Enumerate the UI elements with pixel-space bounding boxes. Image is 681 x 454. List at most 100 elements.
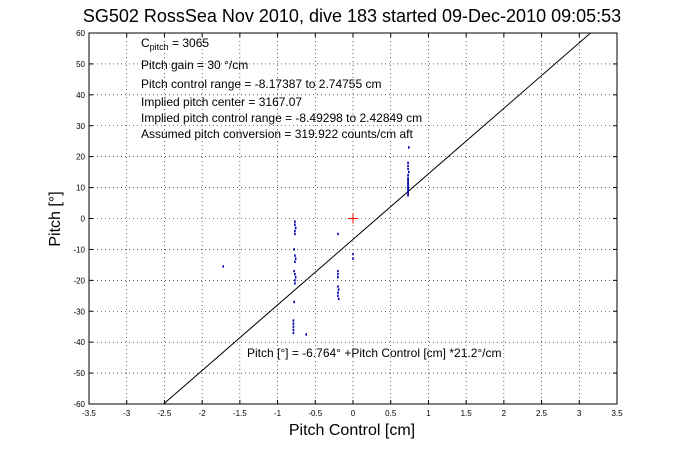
info-implied-pitch-control-range: Implied pitch control range = -8.49298 t… — [141, 111, 422, 125]
data-point — [407, 191, 409, 194]
data-point — [337, 276, 339, 279]
fit-line — [163, 32, 591, 405]
data-point — [408, 146, 410, 149]
data-point — [407, 161, 409, 165]
x-tick-label: -2.5 — [158, 409, 172, 418]
y-tick-label: 30 — [76, 122, 85, 131]
x-tick-label: -1.5 — [233, 409, 247, 418]
data-point — [294, 257, 297, 260]
data-point — [407, 167, 409, 171]
data-point — [407, 181, 409, 185]
x-tick-label: 2 — [502, 409, 507, 418]
x-tick-label: 1 — [426, 409, 431, 418]
data-point — [293, 248, 295, 251]
data-point — [407, 192, 409, 195]
data-point — [407, 180, 409, 183]
x-tick-label: 0.5 — [385, 409, 397, 418]
data-point — [294, 229, 296, 233]
x-tick-label: -3.5 — [82, 409, 96, 418]
data-point — [407, 187, 409, 191]
center-marker-layer — [348, 213, 358, 224]
data-point — [292, 331, 295, 335]
data-point — [407, 184, 409, 188]
data-point — [407, 164, 409, 168]
data-point — [337, 297, 340, 301]
data-point — [294, 223, 296, 226]
y-tick-label: 20 — [76, 153, 85, 162]
x-tick-label: -2 — [199, 409, 207, 418]
x-tick-label: -3 — [123, 409, 131, 418]
data-point — [294, 282, 296, 285]
x-tick-label: 3.5 — [611, 409, 623, 418]
data-point — [294, 254, 296, 257]
y-tick-label: 60 — [76, 29, 85, 38]
y-tick-label: -10 — [73, 245, 85, 254]
x-tick-label: 1.5 — [461, 409, 473, 418]
x-tick-label: 0 — [351, 409, 356, 418]
data-point — [337, 269, 339, 273]
data-point — [407, 194, 409, 197]
x-tick-label: 2.5 — [536, 409, 548, 418]
chart-title: SG502 RossSea Nov 2010, dive 183 started… — [83, 6, 621, 26]
y-tick-label: -50 — [73, 369, 85, 378]
data-point — [337, 291, 339, 294]
y-tick-label: -30 — [73, 307, 85, 316]
info-assumed-pitch-conversion: Assumed pitch conversion = 319.922 count… — [141, 127, 413, 141]
data-point — [337, 285, 339, 288]
data-point — [407, 183, 409, 186]
info-c-pitch-label: C — [141, 36, 150, 50]
data-point — [294, 260, 296, 263]
data-point — [407, 189, 409, 192]
data-point — [292, 325, 295, 328]
info-pitch-gain: Pitch gain = 30 °/cm — [141, 58, 248, 72]
data-point — [352, 257, 354, 260]
y-tick-label: 50 — [76, 60, 85, 69]
info-pitch-control-range: Pitch control range = -8.17387 to 2.7475… — [141, 77, 382, 91]
y-tick-label: -60 — [73, 400, 85, 409]
data-point — [305, 333, 308, 336]
data-point — [337, 294, 339, 297]
data-point — [337, 288, 340, 291]
y-tick-label: 10 — [76, 184, 85, 193]
data-point — [337, 272, 339, 276]
data-point — [294, 232, 296, 236]
data-points-layer — [222, 146, 410, 336]
y-tick-label: 0 — [81, 215, 86, 224]
data-point — [294, 276, 297, 279]
data-point — [407, 186, 409, 189]
fit-equation-label: Pitch [°] = -6.764° +Pitch Control [cm] … — [247, 346, 502, 360]
data-point — [292, 328, 295, 331]
tick-layer: -3.5 -3 -2.5 -2 -1.5 -1 -0.5 0 0.5 1 1.5 2 2.5 3 3.5 -6… — [73, 29, 623, 418]
data-point — [294, 220, 296, 223]
data-point — [337, 232, 339, 236]
data-point — [292, 322, 295, 325]
data-point — [294, 279, 296, 282]
data-point — [407, 174, 409, 177]
info-annotation: Cpitch = 3065 Pitch gain = 30 °/cm Pitch… — [141, 36, 422, 141]
y-tick-label: -20 — [73, 276, 85, 285]
data-point — [407, 178, 409, 182]
data-point — [352, 252, 354, 256]
x-tick-label: -1 — [274, 409, 282, 418]
data-point — [407, 177, 409, 180]
fit-line-layer — [163, 32, 591, 405]
info-c-pitch-subscript: pitch — [150, 42, 169, 52]
plot-area-frame — [88, 32, 618, 405]
y-tick-label: 40 — [76, 91, 85, 100]
x-tick-label: -0.5 — [308, 409, 322, 418]
info-c-pitch: Cpitch = 3065 — [141, 36, 209, 52]
data-point — [293, 269, 295, 273]
data-point — [292, 319, 295, 322]
info-implied-pitch-center: Implied pitch center = 3167.07 — [141, 95, 302, 109]
x-tick-label: 3 — [577, 409, 582, 418]
y-tick-label: -40 — [73, 338, 85, 347]
data-point — [408, 170, 410, 174]
data-point — [293, 300, 295, 304]
data-point — [294, 272, 296, 276]
y-axis-label: Pitch [°] — [47, 191, 64, 246]
x-axis-label: Pitch Control [cm] — [289, 422, 415, 439]
data-point — [222, 265, 225, 268]
data-point — [294, 226, 297, 229]
